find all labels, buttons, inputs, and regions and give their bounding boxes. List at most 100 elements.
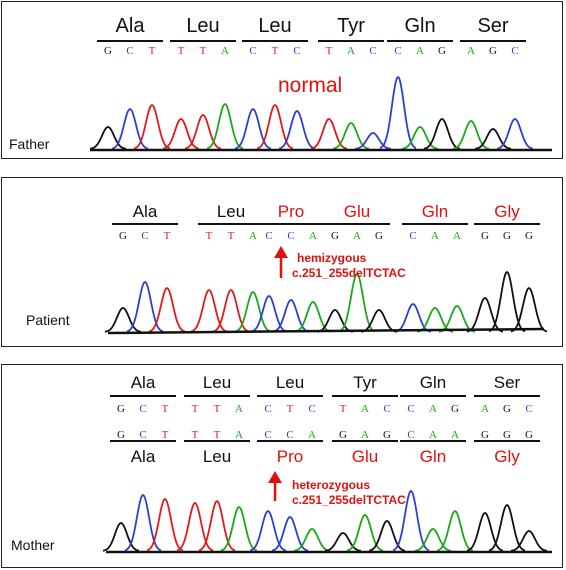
mother-zygosity-text: heterozygous <box>292 478 370 492</box>
father-base: A <box>221 45 229 57</box>
patient-base: G <box>525 230 533 242</box>
father-aa-label: Tyr <box>337 15 365 37</box>
mother-mutant-base: T <box>162 429 169 441</box>
father-peak <box>496 118 534 150</box>
patient-base: G <box>375 230 383 242</box>
mother-mutant-base: A <box>235 429 243 441</box>
father-panel: Ala Leu Leu Tyr Gln Ser G C T T T A C T C T A C C A G A G C no… <box>1 1 563 159</box>
patient-base: A <box>431 230 439 242</box>
mother-mutant-amino-acid-row: Ala Leu Pro Glu Gln Gly <box>131 447 521 466</box>
mother-normal-aa-label: Ser <box>494 373 521 392</box>
mother-normal-base: T <box>192 403 199 415</box>
mother-peak <box>220 505 258 552</box>
mother-panel: Ala Leu Leu Tyr Gln Ser G C T T T A C T C T A C C A G A G C G C… <box>1 364 563 568</box>
father-peak <box>379 75 417 150</box>
patient-peak <box>510 286 548 333</box>
patient-peak <box>148 286 186 333</box>
father-base: C <box>126 45 133 57</box>
mother-mutant-base: C <box>264 429 271 441</box>
patient-base: T <box>228 230 235 242</box>
mother-normal-base: C <box>383 403 390 415</box>
mother-normal-base: G <box>503 403 511 415</box>
patient-base: C <box>265 230 272 242</box>
patient-peak <box>212 288 250 333</box>
patient-mutation-arrow <box>274 246 288 278</box>
father-aa-label: Ala <box>116 15 146 37</box>
patient-base: G <box>331 230 339 242</box>
mother-mutant-base: G <box>525 429 533 441</box>
patient-base: A <box>249 230 257 242</box>
patient-zygosity-text: hemizygous <box>297 251 367 265</box>
mother-peak <box>146 497 184 552</box>
mother-normal-aa-label: Tyr <box>353 373 377 392</box>
mother-normal-base: T <box>162 403 169 415</box>
mother-peak <box>102 522 140 552</box>
father-base: T <box>149 45 156 57</box>
father-normal-annotation: normal <box>278 74 342 97</box>
father-peak <box>111 107 149 150</box>
patient-base: A <box>453 230 461 242</box>
father-peak <box>184 113 222 150</box>
father-peak <box>206 102 244 150</box>
mother-normal-base: T <box>287 403 294 415</box>
patient-peak <box>250 294 288 333</box>
mother-mutant-aa-label: Ala <box>131 447 156 466</box>
father-base: T <box>326 45 333 57</box>
father-base: C <box>293 45 300 57</box>
father-base: G <box>489 45 497 57</box>
mother-normal-base: C <box>264 403 271 415</box>
mother-mutant-base: G <box>503 429 511 441</box>
patient-peak <box>360 309 398 333</box>
mother-mutant-base: G <box>117 429 125 441</box>
mother-peak <box>346 513 384 552</box>
mother-peak <box>368 520 406 552</box>
father-amino-acid-row: Ala Leu Leu Tyr Gln Ser <box>97 15 526 42</box>
mother-peak <box>466 511 504 552</box>
patient-peak <box>272 299 310 333</box>
patient-peak <box>438 305 476 333</box>
father-trace <box>89 75 552 152</box>
patient-base: C <box>409 230 416 242</box>
patient-peak <box>190 288 228 333</box>
mother-normal-base: A <box>429 403 437 415</box>
mother-mutant-base: A <box>308 429 316 441</box>
mother-normal-base: G <box>451 403 459 415</box>
father-peak <box>162 118 200 150</box>
mother-mutant-base: A <box>429 429 437 441</box>
father-base: A <box>347 45 355 57</box>
mother-mutant-base: C <box>286 429 293 441</box>
mother-mutant-base: C <box>407 429 414 441</box>
mother-mutant-base: C <box>139 429 146 441</box>
mother-normal-base: A <box>235 403 243 415</box>
mother-normal-amino-acid-row: Ala Leu Leu Tyr Gln Ser <box>110 373 540 397</box>
patient-trace <box>104 270 548 335</box>
father-base: A <box>467 45 475 57</box>
mother-variant-text: c.251_255delTCTAC <box>292 493 406 507</box>
mother-normal-base: T <box>340 403 347 415</box>
patient-aa-label: Gly <box>494 202 520 221</box>
father-peak <box>256 103 294 150</box>
patient-peak <box>104 307 142 333</box>
patient-peak <box>294 301 332 333</box>
father-label: Father <box>9 136 50 152</box>
patient-base: T <box>164 230 171 242</box>
father-base: G <box>104 45 112 57</box>
father-peak <box>133 103 171 150</box>
mother-label: Mother <box>11 537 55 553</box>
mother-normal-base: C <box>525 403 532 415</box>
patient-base: A <box>309 230 317 242</box>
patient-peak <box>416 307 454 333</box>
mother-mutant-aa-label: Leu <box>203 447 231 466</box>
father-chromatogram: Ala Leu Leu Tyr Gln Ser G C T T T A C T C T A C C A G A G C no… <box>9 15 552 152</box>
patient-peak <box>394 303 432 333</box>
mother-mutant-aa-label: Glu <box>352 447 378 466</box>
father-base: A <box>416 45 424 57</box>
mother-peak <box>176 501 214 552</box>
mother-peak <box>392 489 430 552</box>
mother-chromatogram: Ala Leu Leu Tyr Gln Ser G C T T T A C T C T A C C A G A G C G C… <box>11 373 552 554</box>
